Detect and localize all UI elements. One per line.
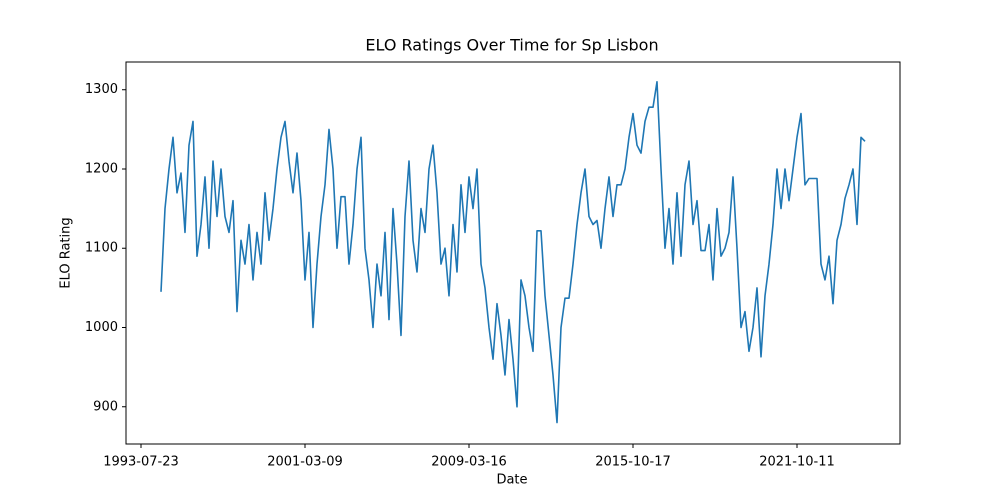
y-tick-label: 1300 <box>85 82 118 97</box>
y-tick-label: 1000 <box>85 320 118 335</box>
x-tick-label: 1993-07-23 <box>103 455 179 470</box>
y-axis-label: ELO Rating <box>59 217 74 288</box>
x-axis-label: Date <box>496 473 527 488</box>
y-tick-label: 1100 <box>85 241 118 256</box>
x-tick-label: 2015-10-17 <box>595 455 671 470</box>
chart-title: ELO Ratings Over Time for Sp Lisbon <box>365 36 658 55</box>
plot-area <box>125 61 901 445</box>
y-tick-label: 900 <box>93 399 118 414</box>
x-tick-label: 2021-10-11 <box>759 455 835 470</box>
x-tick-label: 2001-03-09 <box>267 455 343 470</box>
x-tick-label: 2009-03-16 <box>431 455 507 470</box>
line <box>160 81 866 424</box>
y-tick-label: 1200 <box>85 161 118 176</box>
